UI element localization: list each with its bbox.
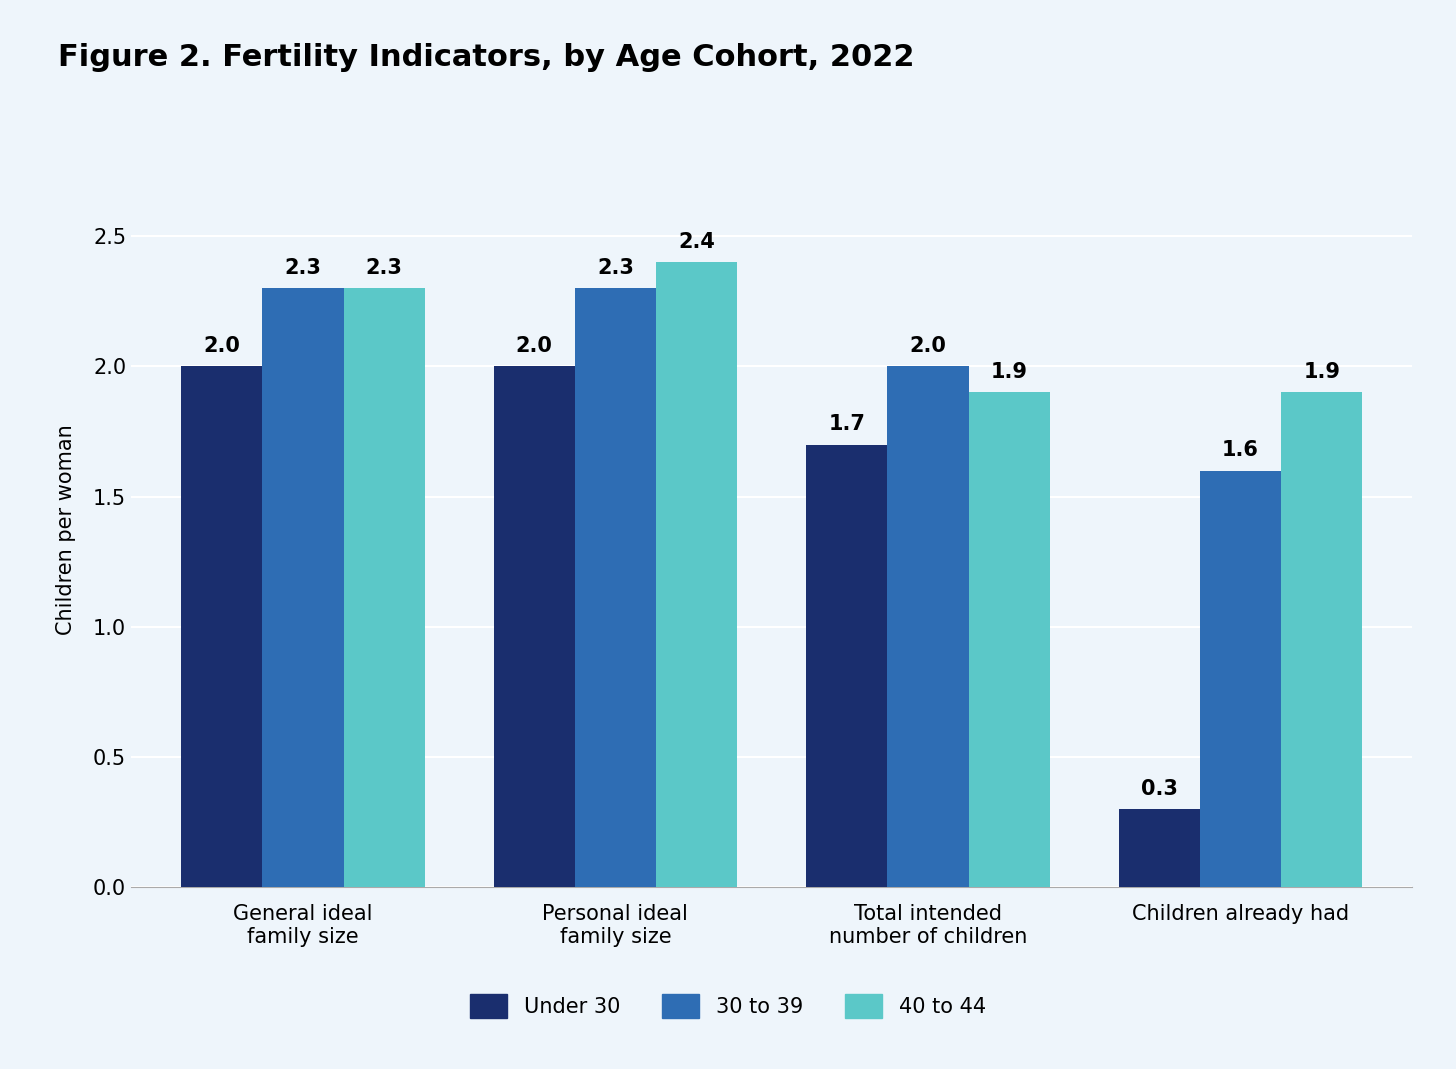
Bar: [657, 262, 737, 887]
Text: 2.0: 2.0: [910, 336, 946, 356]
Bar: [181, 367, 262, 887]
Text: 2.3: 2.3: [365, 258, 403, 278]
Text: 1.9: 1.9: [1303, 362, 1340, 382]
Legend: Under 30, 30 to 39, 40 to 44: Under 30, 30 to 39, 40 to 44: [462, 986, 994, 1026]
Text: 1.6: 1.6: [1222, 440, 1259, 460]
Bar: [887, 367, 968, 887]
Bar: [807, 445, 887, 887]
Bar: [575, 289, 657, 887]
Bar: [1200, 470, 1281, 887]
Bar: [344, 289, 425, 887]
Bar: [1281, 392, 1363, 887]
Text: 0.3: 0.3: [1140, 778, 1178, 799]
Text: 2.0: 2.0: [204, 336, 240, 356]
Text: 2.3: 2.3: [597, 258, 633, 278]
Bar: [1118, 809, 1200, 887]
Bar: [494, 367, 575, 887]
Text: 2.0: 2.0: [515, 336, 553, 356]
Y-axis label: Children per woman: Children per woman: [57, 423, 76, 635]
Text: Figure 2. Fertility Indicators, by Age Cohort, 2022: Figure 2. Fertility Indicators, by Age C…: [58, 43, 914, 72]
Bar: [968, 392, 1050, 887]
Text: 1.9: 1.9: [990, 362, 1028, 382]
Text: 2.3: 2.3: [284, 258, 322, 278]
Text: 1.7: 1.7: [828, 414, 865, 434]
Bar: [262, 289, 344, 887]
Text: 2.4: 2.4: [678, 232, 715, 252]
